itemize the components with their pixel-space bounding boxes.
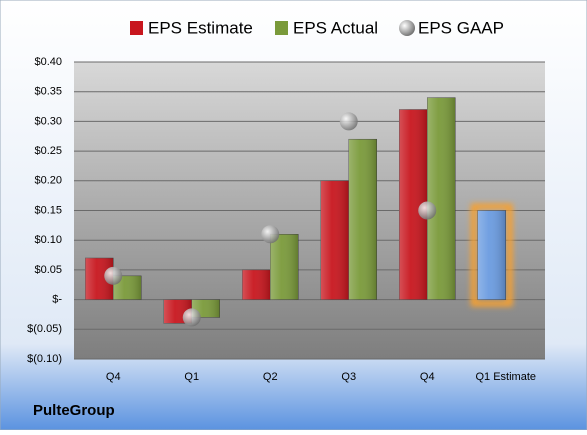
x-tick-label: Q1 Estimate xyxy=(475,371,536,383)
bar-shine xyxy=(320,180,349,300)
x-tick-label: Q4 xyxy=(106,371,121,383)
gaap-marker xyxy=(339,112,358,131)
legend-label: EPS Actual xyxy=(293,18,378,37)
legend-label: EPS GAAP xyxy=(418,18,504,37)
legend-marker xyxy=(399,20,415,36)
x-tick-label: Q1 xyxy=(184,371,199,383)
x-tick-label: Q2 xyxy=(263,371,278,383)
legend-marker xyxy=(130,21,143,35)
gaap-marker xyxy=(261,225,280,244)
footer: PulteGroup xyxy=(33,402,115,419)
y-tick-label: $0.25 xyxy=(34,145,62,157)
y-tick-label: $0.30 xyxy=(34,115,62,127)
bar-shine xyxy=(270,234,299,300)
gaap-marker xyxy=(104,266,123,285)
y-tick-label: $(0.05) xyxy=(27,323,62,335)
gaap-marker xyxy=(418,201,437,220)
bar-shine xyxy=(113,275,142,300)
y-tick-label: $(0.10) xyxy=(27,353,62,365)
bar-shine xyxy=(477,210,506,300)
y-tick-label: $- xyxy=(52,294,62,306)
bar-shine xyxy=(348,139,377,300)
bar-shine xyxy=(242,269,271,300)
gaap-marker xyxy=(182,308,201,327)
x-tick-label: Q4 xyxy=(420,371,435,383)
y-tick-label: $0.05 xyxy=(34,264,62,276)
y-tick-label: $0.35 xyxy=(34,86,62,98)
legend-marker xyxy=(275,21,288,35)
legend-label: EPS Estimate xyxy=(148,18,253,37)
bar-shine xyxy=(427,97,456,300)
y-tick-label: $0.15 xyxy=(34,204,62,216)
y-tick-label: $0.40 xyxy=(34,56,62,68)
x-tick-label: Q3 xyxy=(341,371,356,383)
highlight-glow xyxy=(470,203,513,307)
y-tick-label: $0.20 xyxy=(34,175,62,187)
y-tick-label: $0.10 xyxy=(34,234,62,246)
